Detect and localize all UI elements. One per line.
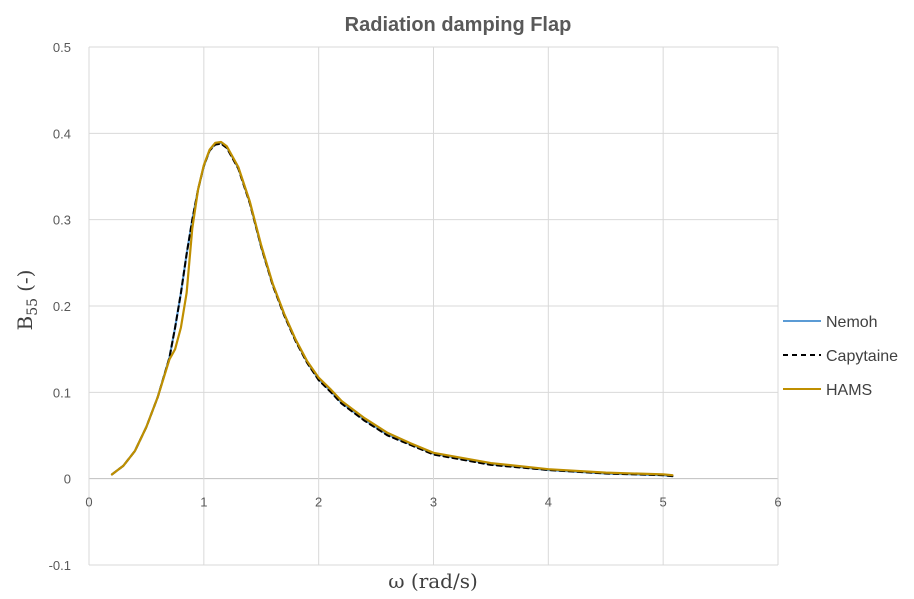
y-tick-label: 0.1 (53, 385, 71, 400)
y-tick-label: 0.5 (53, 40, 71, 55)
grid (88, 46, 779, 566)
x-tick-label: 0 (85, 495, 92, 510)
y-axis-label-unit: (-) (13, 270, 37, 292)
x-tick-label: 6 (774, 495, 781, 510)
x-axis-label: ω (rad/s) (388, 569, 478, 593)
y-axis-label: B55 (-) (13, 270, 41, 331)
x-tick-label: 5 (660, 495, 667, 510)
y-tick-label: 0.3 (53, 213, 71, 228)
x-tick-label: 2 (315, 495, 322, 510)
y-axis-label-main: B (13, 316, 37, 331)
legend-label: Capytaine (826, 348, 898, 365)
series-line-nemoh (110, 141, 674, 478)
series-line-capytaine (111, 142, 674, 478)
y-tick-label: 0.2 (53, 299, 71, 314)
tick-labels: -0.1 0 0.1 0.2 0.3 0.4 0.5 0 1 2 3 4 5 6 (49, 40, 782, 573)
x-tick-label: 1 (200, 495, 207, 510)
series-line-hams (110, 140, 674, 477)
series-lines (110, 140, 674, 478)
x-tick-label: 3 (430, 495, 437, 510)
legend-label: HAMS (826, 382, 872, 399)
x-tick-label: 4 (545, 495, 552, 510)
y-tick-label: -0.1 (49, 558, 71, 573)
y-tick-label: 0.4 (53, 126, 71, 141)
legend: Nemoh Capytaine HAMS (783, 314, 898, 399)
legend-label: Nemoh (826, 314, 878, 331)
y-axis-label-subscript: 55 (25, 298, 41, 316)
y-tick-label: 0 (64, 472, 71, 487)
chart-title: Radiation damping Flap (345, 14, 572, 36)
